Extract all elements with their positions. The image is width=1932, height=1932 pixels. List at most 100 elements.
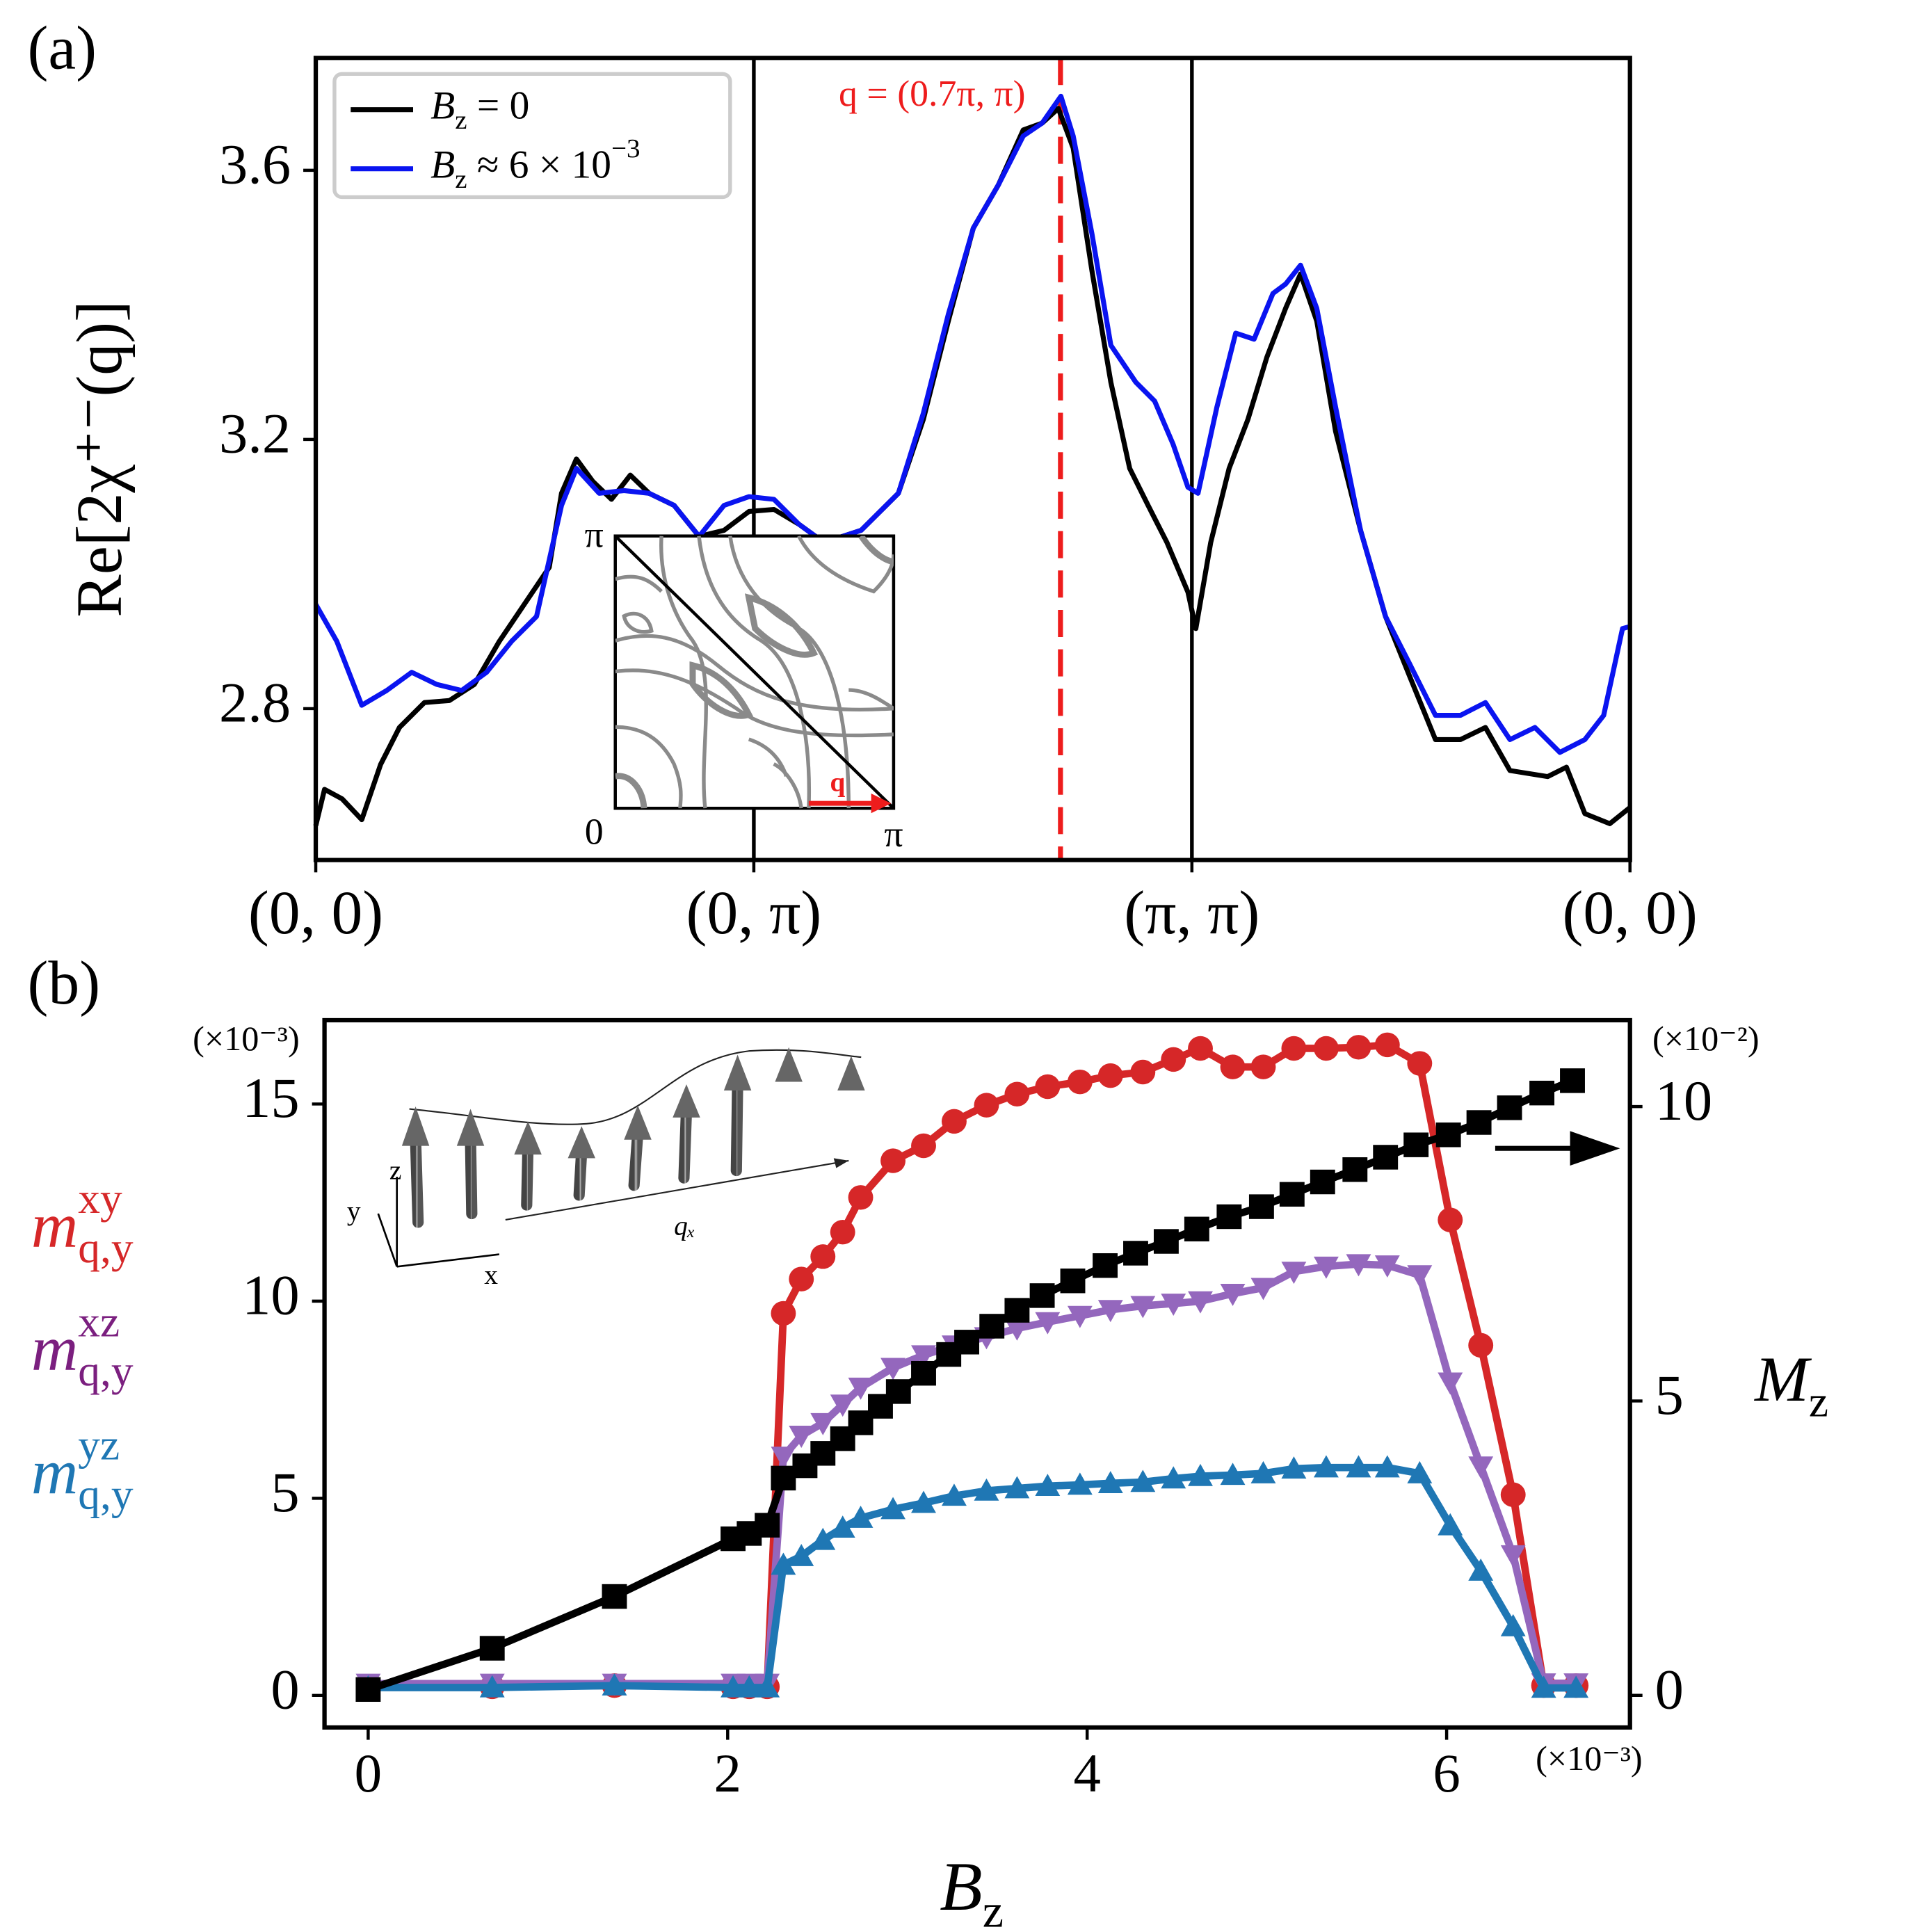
legend-label-part: xy bbox=[78, 1175, 122, 1223]
series-line bbox=[313, 93, 1631, 755]
marker bbox=[1346, 1455, 1371, 1478]
fermi-contours bbox=[615, 536, 894, 809]
marker bbox=[880, 1148, 906, 1173]
q-arrow-head bbox=[871, 793, 892, 814]
marker bbox=[736, 1675, 762, 1698]
inset-label: π bbox=[884, 813, 903, 855]
marker bbox=[1067, 1472, 1093, 1495]
marker bbox=[1438, 1372, 1463, 1395]
spin-arrows bbox=[410, 1070, 857, 1228]
legend-label: mxy q,y bbox=[31, 1175, 134, 1272]
marker bbox=[1497, 1095, 1522, 1120]
marker bbox=[1313, 1036, 1339, 1061]
marker bbox=[1130, 1470, 1156, 1492]
marker bbox=[1313, 1256, 1339, 1279]
inset-arrow-label: q bbox=[830, 768, 845, 798]
y2-tick-label: 0 bbox=[1655, 1658, 1684, 1721]
marker bbox=[771, 1447, 796, 1469]
marker bbox=[941, 1109, 967, 1134]
marker bbox=[1250, 1278, 1276, 1301]
legend-label: mxz q,y bbox=[31, 1298, 134, 1395]
coordinate-axes bbox=[377, 1176, 499, 1268]
marker bbox=[1130, 1296, 1156, 1319]
marker bbox=[830, 1394, 855, 1417]
marker bbox=[1407, 1051, 1433, 1076]
legend-label: Bz ≈ 6 × 10−3 bbox=[430, 134, 640, 193]
marker bbox=[848, 1505, 874, 1528]
marker bbox=[1468, 1456, 1494, 1479]
y-tick-label: 3.6 bbox=[219, 133, 291, 195]
marker bbox=[880, 1497, 906, 1520]
legend-label-part: −3 bbox=[611, 134, 641, 163]
marker bbox=[721, 1675, 746, 1698]
inset-label: 0 bbox=[585, 811, 604, 853]
x-axis-label-part: B bbox=[940, 1848, 982, 1924]
marker bbox=[1060, 1269, 1086, 1294]
marker bbox=[911, 1133, 936, 1159]
marker bbox=[1435, 1122, 1461, 1148]
qx-axis bbox=[505, 1159, 849, 1221]
y-tick-label: 0 bbox=[271, 1658, 299, 1721]
marker bbox=[1004, 1318, 1030, 1341]
x-tick-label: (π, π) bbox=[1124, 879, 1259, 947]
marker bbox=[1374, 1455, 1400, 1478]
marker bbox=[1220, 1463, 1246, 1486]
x-tick-label: (0, π) bbox=[686, 879, 822, 947]
marker bbox=[1130, 1059, 1156, 1085]
marker bbox=[1248, 1194, 1274, 1219]
marker bbox=[1342, 1157, 1368, 1182]
marker bbox=[1097, 1063, 1123, 1088]
x-tick-label: 4 bbox=[1073, 1744, 1100, 1803]
panel-label: (a) bbox=[27, 15, 97, 82]
marker bbox=[941, 1483, 967, 1506]
y-tick-label: 10 bbox=[242, 1264, 300, 1326]
marker bbox=[1161, 1047, 1186, 1072]
marker bbox=[1250, 1460, 1276, 1483]
legend-label-part: q,y bbox=[78, 1224, 134, 1273]
marker bbox=[755, 1513, 780, 1538]
legend-label-part: yz bbox=[78, 1421, 120, 1470]
marker bbox=[789, 1426, 814, 1448]
marker bbox=[954, 1330, 979, 1355]
marker bbox=[1067, 1305, 1093, 1328]
legend-label-part: xz bbox=[78, 1298, 120, 1346]
marker bbox=[1374, 1255, 1400, 1278]
wavevector-label: qₓ bbox=[674, 1211, 695, 1241]
plot-frame bbox=[313, 56, 1632, 862]
marker bbox=[1281, 1262, 1307, 1285]
marker bbox=[1560, 1068, 1585, 1093]
marker bbox=[1403, 1132, 1429, 1157]
y2-pointer-head bbox=[1570, 1131, 1620, 1166]
legend-label-part: = 0 bbox=[467, 84, 530, 128]
marker bbox=[1250, 1054, 1276, 1079]
marker bbox=[1468, 1558, 1494, 1581]
marker bbox=[771, 1552, 796, 1575]
marker bbox=[1004, 1298, 1030, 1323]
marker bbox=[1097, 1471, 1123, 1493]
panel-label: (b) bbox=[27, 949, 100, 1017]
y2-axis-label: Mz bbox=[1753, 1344, 1828, 1426]
marker bbox=[880, 1358, 906, 1380]
marker bbox=[479, 1636, 505, 1661]
y-tick-label: 3.2 bbox=[219, 402, 291, 465]
marker bbox=[1004, 1081, 1030, 1106]
marker bbox=[1374, 1032, 1400, 1058]
arrow-head bbox=[833, 1158, 849, 1168]
marker bbox=[1313, 1455, 1339, 1478]
marker bbox=[1529, 1080, 1555, 1106]
axis-letter: x bbox=[484, 1260, 498, 1290]
x-axis-label: Bz bbox=[940, 1848, 1004, 1932]
marker bbox=[1466, 1110, 1492, 1135]
y2-axis-label-part: z bbox=[1809, 1378, 1828, 1426]
marker bbox=[1279, 1182, 1305, 1207]
y-axis-label: Re[2χ⁺⁻(q)] bbox=[63, 300, 136, 617]
legend-label: Bz = 0 bbox=[430, 84, 529, 135]
x-tick-label: 2 bbox=[714, 1744, 741, 1803]
marker bbox=[602, 1584, 627, 1609]
marker bbox=[1188, 1036, 1213, 1061]
annotation-label: q = (0.7π, π) bbox=[839, 72, 1026, 114]
legend-label-part: m bbox=[31, 1437, 78, 1508]
x-multiplier: (×10⁻³) bbox=[1536, 1739, 1643, 1778]
marker bbox=[1161, 1294, 1186, 1317]
